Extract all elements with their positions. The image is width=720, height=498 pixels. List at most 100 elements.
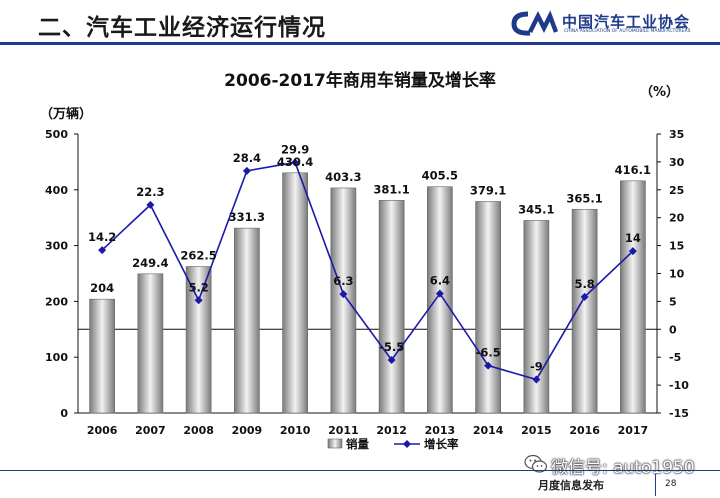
org-logo: 中国汽车工业协会 CHINA ASSOCIATION OF AUTOMOBILE…: [508, 8, 708, 38]
x-tick-label: 2014: [473, 424, 504, 437]
left-tick-label: 200: [45, 295, 68, 308]
growth-point-2009: [242, 166, 251, 175]
growth-value-label: 14.2: [88, 230, 116, 244]
growth-value-label: 22.3: [136, 185, 164, 199]
growth-value-label: 6.4: [430, 274, 450, 288]
bar-2009: [234, 227, 260, 414]
bar-2007: [137, 273, 164, 414]
growth-value-label: 28.4: [233, 151, 261, 165]
right-tick-label: 35: [669, 128, 684, 141]
bar-value-label: 381.1: [373, 182, 409, 196]
x-tick-label: 2012: [376, 424, 407, 437]
left-tick-label: 400: [45, 184, 68, 197]
legend-bar-label: 销量: [346, 437, 369, 451]
bar-value-label: 331.3: [229, 210, 265, 224]
x-tick-label: 2006: [87, 424, 118, 437]
right-tick-label: 30: [669, 156, 685, 169]
x-tick-label: 2015: [521, 424, 552, 437]
bar-value-label: 365.1: [566, 191, 602, 205]
wechat-icon: [524, 454, 548, 473]
right-tick-label: 20: [669, 212, 685, 225]
page-divider: [655, 474, 656, 496]
left-tick-label: 300: [45, 240, 68, 253]
footer-divider: [0, 470, 720, 471]
chart-title: 2006-2017年商用车销量及增长率: [224, 71, 496, 91]
bar-2011: [330, 187, 357, 414]
bar-2013: [427, 186, 453, 414]
bar-2010: [282, 172, 308, 414]
bar-2014: [475, 201, 501, 414]
slide-title: 二、汽车工业经济运行情况: [38, 15, 326, 41]
left-axis-label: （万辆）: [40, 106, 92, 122]
right-tick-label: 15: [669, 240, 684, 253]
x-tick-label: 2008: [183, 424, 214, 437]
bar-value-label: 430.4: [277, 155, 313, 169]
bar-value-label: 262.5: [180, 249, 216, 263]
growth-value-label: -9: [530, 360, 543, 374]
sales-growth-chart: （万辆） （%） 0 100 200 300 400 500 -15 -10 -5 0 5 10 15 2…: [40, 84, 689, 451]
x-tick-label: 2007: [135, 424, 166, 437]
wechat-watermark: 微信号: auto1950: [524, 452, 720, 478]
left-tick-label: 100: [45, 351, 68, 364]
growth-point-2007: [146, 200, 155, 209]
growth-point-2017: [628, 247, 637, 256]
bar-2015: [523, 220, 550, 414]
slide-header: 二、汽车工业经济运行情况 中国汽车工业协会 CHINA ASSOCIATION …: [0, 0, 720, 45]
bar-2012: [378, 200, 405, 414]
bar-2017: [620, 180, 646, 414]
x-tick-label: 2011: [328, 424, 359, 437]
right-tick-label: 25: [669, 184, 684, 197]
wechat-id: 微信号: auto1950: [551, 458, 695, 478]
bar-value-label: 345.1: [518, 202, 554, 216]
growth-point-2014: [484, 361, 493, 370]
growth-point-2012: [387, 355, 396, 364]
growth-point-2013: [435, 289, 444, 298]
growth-line: [101, 161, 634, 381]
header-divider: [0, 42, 720, 45]
chart-legend: 销量 增长率: [327, 437, 459, 451]
legend-line-marker: [403, 440, 411, 448]
growth-point-2006: [98, 246, 107, 255]
right-axis-label: （%）: [640, 84, 679, 100]
x-tick-label: 2009: [232, 424, 263, 437]
bar-value-label: 204: [90, 281, 114, 295]
x-tick-label: 2016: [569, 424, 600, 437]
right-tick-label: 0: [669, 323, 677, 336]
growth-value-label: 14: [625, 231, 641, 245]
left-tick-label: 500: [45, 128, 68, 141]
legend-bar-swatch: [327, 438, 343, 449]
legend-line-label: 增长率: [424, 437, 459, 451]
caam-logo-icon: [511, 10, 559, 36]
growth-point-2015: [532, 375, 541, 384]
x-tick-label: 2013: [425, 424, 456, 437]
x-tick-label: 2010: [280, 424, 311, 437]
growth-value-label: 5.2: [188, 280, 208, 294]
growth-value-label: 29.9: [281, 142, 309, 156]
bar-value-label: 379.1: [470, 183, 506, 197]
right-tick-label: -15: [669, 407, 689, 420]
growth-point-2010: [291, 158, 300, 167]
footer-label: 月度信息发布: [538, 479, 604, 492]
org-subtitle: CHINA ASSOCIATION OF AUTOMOBILE MANUFACT…: [564, 29, 691, 34]
growth-point-2011: [339, 290, 348, 299]
bar-value-label: 403.3: [325, 170, 361, 184]
bar-value-label: 416.1: [615, 163, 651, 177]
growth-point-2016: [580, 292, 589, 301]
growth-value-label: -6.5: [476, 346, 501, 360]
growth-value-label: 6.3: [333, 274, 353, 288]
bar-value-label: 249.4: [132, 256, 168, 270]
right-tick-label: -5: [669, 351, 681, 364]
growth-value-label: 5.8: [574, 277, 594, 291]
x-tick-label: 2017: [618, 424, 649, 437]
bar-value-label: 405.5: [422, 169, 458, 183]
bar-2006: [89, 298, 115, 414]
right-tick-label: 5: [669, 295, 677, 308]
growth-point-2008: [194, 296, 203, 305]
left-tick-label: 0: [60, 407, 68, 420]
growth-value-label: -5.5: [379, 340, 404, 354]
org-name: 中国汽车工业协会: [562, 13, 691, 31]
right-tick-label: -10: [669, 379, 689, 392]
right-tick-label: 10: [669, 268, 685, 281]
bar-2008: [185, 266, 212, 414]
page-number: 28: [665, 479, 677, 489]
